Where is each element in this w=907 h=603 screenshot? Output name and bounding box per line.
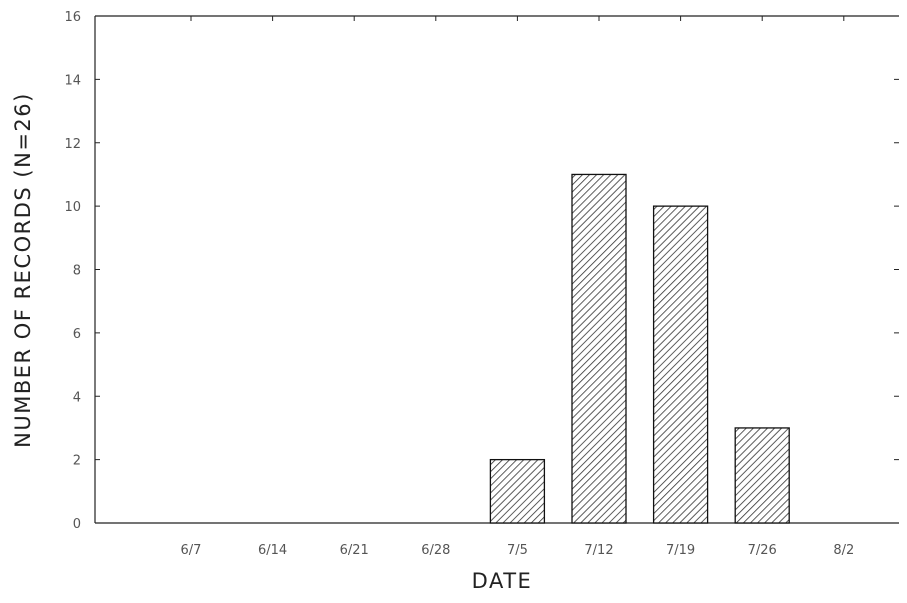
x-tick-label: 7/5	[507, 543, 528, 558]
y-axis-title: NUMBER OF RECORDS (N=26)	[11, 92, 35, 448]
y-tick-label: 8	[73, 264, 81, 279]
x-tick-label: 7/26	[748, 543, 777, 558]
x-tick-label: 6/21	[340, 543, 369, 558]
y-tick-label: 4	[73, 390, 81, 405]
bar-7-5	[489, 458, 546, 524]
x-tick-label: 7/19	[666, 543, 695, 558]
y-axis-ticks: 0 2 4 6 8 10 12 14 16	[64, 10, 899, 532]
y-tick-label: 10	[64, 200, 81, 215]
x-tick-label: 7/12	[584, 543, 613, 558]
x-tick-label: 6/14	[258, 543, 287, 558]
y-tick-label: 6	[73, 327, 81, 342]
x-tick-label: 8/2	[833, 543, 854, 558]
bar-7-19	[652, 205, 709, 524]
x-axis-title: DATE	[472, 569, 533, 593]
y-tick-label: 2	[73, 454, 81, 469]
bar-7-26	[734, 427, 790, 524]
y-tick-label: 16	[64, 10, 81, 25]
bar-7-12	[571, 173, 627, 524]
y-tick-label: 12	[64, 137, 81, 152]
x-tick-label: 6/28	[421, 543, 450, 558]
bars	[489, 173, 790, 524]
x-tick-label: 6/7	[181, 543, 202, 558]
x-axis-ticks: 6/7 6/14 6/21 6/28 7/5 7/12 7/19 7/26 8/2	[181, 16, 854, 558]
y-tick-label: 14	[64, 73, 81, 88]
y-tick-label: 0	[73, 517, 81, 532]
